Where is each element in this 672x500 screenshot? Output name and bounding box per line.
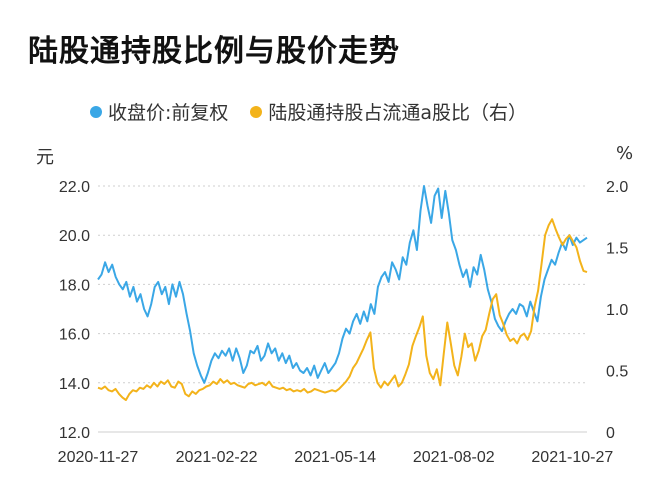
- legend-holding-label: 陆股通持股占流通a股比（右）: [268, 102, 528, 124]
- y-left-tick-label: 20.0: [59, 228, 90, 245]
- legend-price-dot-icon: [90, 105, 102, 118]
- right-axis-unit: %: [616, 143, 634, 164]
- y-left-tick-label: 16.0: [59, 327, 90, 344]
- x-tick-label: 2021-02-22: [176, 449, 258, 466]
- series-line-holding: [97, 218, 588, 401]
- y-right-tick-label: 2.0: [606, 179, 628, 196]
- y-left-tick-label: 12.0: [59, 425, 90, 442]
- x-tick-label: 2021-10-27: [531, 449, 613, 466]
- y-right-tick-label: 0.5: [606, 364, 628, 381]
- chart-title: 陆股通持股比例与股价走势: [28, 34, 400, 69]
- y-right-tick-label: 1.0: [606, 302, 628, 319]
- legend: 收盘价:前复权 陆股通持股占流通a股比（右）: [90, 98, 527, 125]
- x-tick-label: 2020-11-27: [58, 449, 139, 466]
- y-left-tick-label: 14.0: [59, 376, 90, 393]
- legend-holding-dot-icon: [250, 105, 263, 118]
- legend-item-holding[interactable]: 陆股通持股占流通a股比（右）: [250, 98, 527, 125]
- y-right-tick-label: 0: [606, 425, 615, 442]
- y-left-tick-label: 22.0: [59, 179, 90, 196]
- legend-item-price[interactable]: 收盘价:前复权: [90, 98, 228, 125]
- x-tick-label: 2021-05-14: [294, 449, 376, 466]
- x-tick-label: 2021-08-02: [413, 449, 495, 466]
- left-axis-unit: 元: [36, 147, 54, 168]
- series-line-price: [97, 185, 588, 384]
- y-right-tick-label: 1.5: [606, 241, 628, 258]
- y-left-tick-label: 18.0: [59, 277, 90, 294]
- legend-price-label: 收盘价:前复权: [108, 102, 229, 124]
